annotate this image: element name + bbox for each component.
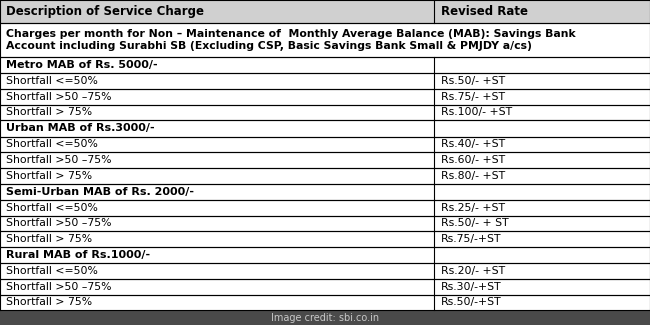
Text: Rs.20/- +ST: Rs.20/- +ST — [441, 266, 505, 276]
Bar — [0, 231, 650, 247]
Bar — [0, 0, 650, 23]
Bar — [0, 23, 650, 57]
Bar — [0, 105, 650, 120]
Text: Rs.50/-+ST: Rs.50/-+ST — [441, 297, 501, 307]
Text: Shortfall > 75%: Shortfall > 75% — [6, 297, 92, 307]
Text: Rs.50/- +ST: Rs.50/- +ST — [441, 76, 505, 86]
Bar — [0, 263, 650, 279]
Bar — [0, 73, 650, 89]
Text: Urban MAB of Rs.3000/-: Urban MAB of Rs.3000/- — [6, 124, 155, 133]
Text: Shortfall <=50%: Shortfall <=50% — [6, 203, 98, 213]
Text: Rs.40/- +ST: Rs.40/- +ST — [441, 139, 505, 150]
Text: Rs.50/- + ST: Rs.50/- + ST — [441, 218, 508, 228]
Text: Rs.75/- +ST: Rs.75/- +ST — [441, 92, 504, 102]
Text: Charges per month for Non – Maintenance of  Monthly Average Balance (MAB): Savin: Charges per month for Non – Maintenance … — [6, 29, 576, 51]
Bar — [0, 168, 650, 184]
Text: Shortfall <=50%: Shortfall <=50% — [6, 266, 98, 276]
Bar — [0, 57, 650, 73]
Bar — [0, 152, 650, 168]
Text: Shortfall >50 –75%: Shortfall >50 –75% — [6, 92, 112, 102]
Text: Shortfall <=50%: Shortfall <=50% — [6, 139, 98, 150]
Bar — [0, 136, 650, 152]
Text: Shortfall > 75%: Shortfall > 75% — [6, 171, 92, 181]
Text: Rs.80/- +ST: Rs.80/- +ST — [441, 171, 505, 181]
Text: Metro MAB of Rs. 5000/-: Metro MAB of Rs. 5000/- — [6, 60, 158, 70]
Bar — [0, 89, 650, 105]
Text: Rs.60/- +ST: Rs.60/- +ST — [441, 155, 505, 165]
Text: Shortfall >50 –75%: Shortfall >50 –75% — [6, 218, 112, 228]
Text: Revised Rate: Revised Rate — [441, 5, 528, 18]
Text: Shortfall > 75%: Shortfall > 75% — [6, 234, 92, 244]
Bar — [0, 120, 650, 136]
Bar — [0, 310, 650, 325]
Bar — [0, 184, 650, 200]
Text: Shortfall <=50%: Shortfall <=50% — [6, 76, 98, 86]
Text: Rs.25/- +ST: Rs.25/- +ST — [441, 203, 504, 213]
Text: Shortfall >50 –75%: Shortfall >50 –75% — [6, 155, 112, 165]
Text: Rs.75/-+ST: Rs.75/-+ST — [441, 234, 501, 244]
Text: Rural MAB of Rs.1000/-: Rural MAB of Rs.1000/- — [6, 250, 151, 260]
Bar — [0, 279, 650, 294]
Bar — [0, 294, 650, 310]
Text: Image credit: sbi.co.in: Image credit: sbi.co.in — [271, 313, 379, 323]
Text: Shortfall > 75%: Shortfall > 75% — [6, 107, 92, 117]
Text: Description of Service Charge: Description of Service Charge — [6, 5, 205, 18]
Text: Rs.100/- +ST: Rs.100/- +ST — [441, 107, 512, 117]
Bar — [0, 247, 650, 263]
Bar — [0, 215, 650, 231]
Text: Rs.30/-+ST: Rs.30/-+ST — [441, 282, 501, 292]
Text: Shortfall >50 –75%: Shortfall >50 –75% — [6, 282, 112, 292]
Bar — [0, 200, 650, 215]
Text: Semi-Urban MAB of Rs. 2000/-: Semi-Urban MAB of Rs. 2000/- — [6, 187, 194, 197]
